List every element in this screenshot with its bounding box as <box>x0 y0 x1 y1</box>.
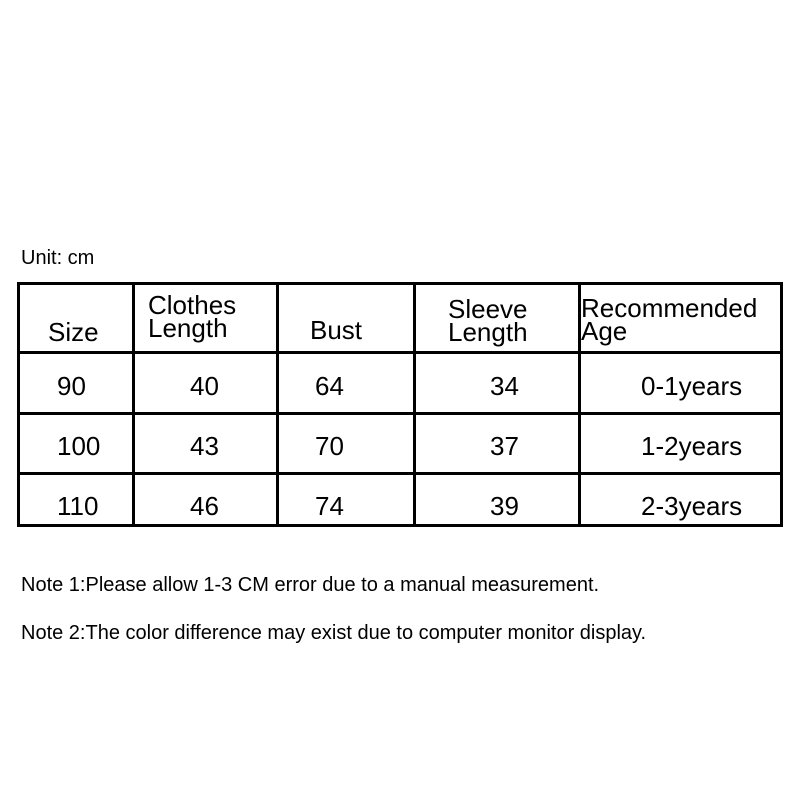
cell-recommended-age: 0-1years <box>641 371 743 401</box>
cell-size: 100 <box>57 431 101 461</box>
column-divider <box>276 285 279 524</box>
column-divider <box>578 285 581 524</box>
row-divider <box>20 351 780 354</box>
header-sleeve-length-line2: Length <box>448 317 528 347</box>
cell-clothes-length: 40 <box>190 371 219 401</box>
cell-bust: 74 <box>315 491 344 521</box>
row-divider <box>20 472 780 475</box>
header-bust: Bust <box>310 315 363 345</box>
header-size: Size <box>48 317 99 347</box>
cell-clothes-length: 46 <box>190 491 219 521</box>
note-1: Note 1:Please allow 1-3 CM error due to … <box>21 574 600 596</box>
cell-size: 110 <box>57 491 99 521</box>
cell-recommended-age: 1-2years <box>641 431 743 461</box>
cell-sleeve-length: 37 <box>490 431 519 461</box>
cell-size: 90 <box>57 371 86 401</box>
header-clothes-length-line2: Length <box>148 313 228 343</box>
unit-label: Unit: cm <box>21 247 95 269</box>
size-chart-table: Size Clothes Length Bust Sleeve Length R… <box>17 282 783 527</box>
cell-sleeve-length: 34 <box>490 371 519 401</box>
row-divider <box>20 412 780 415</box>
cell-recommended-age: 2-3years <box>641 491 743 521</box>
note-2: Note 2:The color difference may exist du… <box>21 622 647 644</box>
header-sleeve-length-line1: Sleeve <box>448 294 528 324</box>
cell-clothes-length: 43 <box>190 431 219 461</box>
header-clothes-length-line1: Clothes <box>148 290 237 320</box>
header-recommended-age-line1: Recommended <box>581 293 758 323</box>
cell-sleeve-length: 39 <box>490 491 519 521</box>
column-divider <box>413 285 416 524</box>
column-divider <box>132 285 135 524</box>
cell-bust: 64 <box>315 371 344 401</box>
header-recommended-age-line2: Age <box>581 316 628 346</box>
cell-bust: 70 <box>315 431 344 461</box>
